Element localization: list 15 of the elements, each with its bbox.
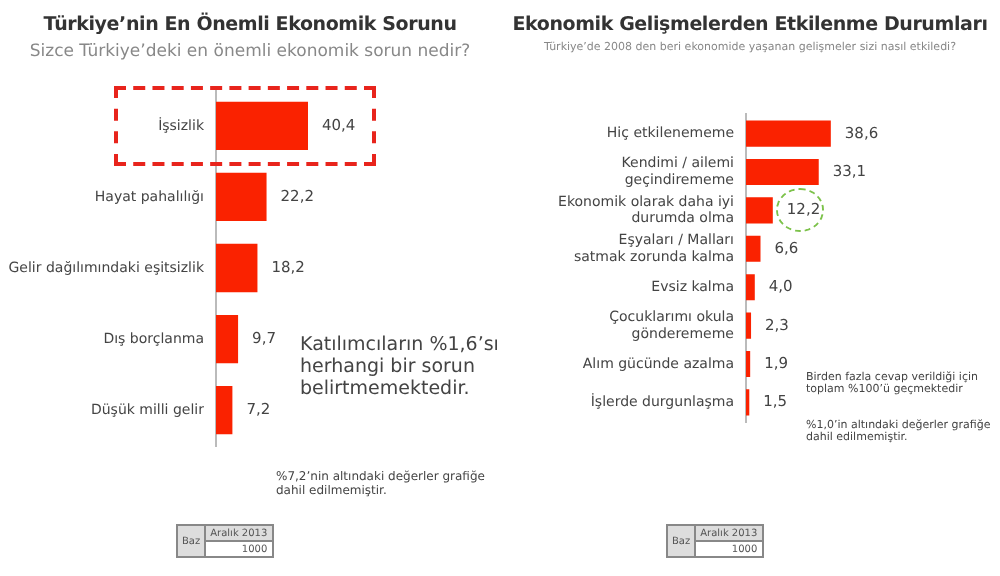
chart-title: Türkiye’nin En Önemli Ekonomik Sorunu <box>41 14 459 36</box>
bar <box>216 172 267 222</box>
annotation: Katılımcıların %1,6’sı herhangi bir sorun belirtmemektedir. <box>300 334 500 402</box>
bar <box>746 120 831 147</box>
bar <box>746 197 773 224</box>
chart-title: Ekonomik Gelişmelerden Etkilenme Durumları <box>510 14 990 36</box>
bar <box>216 385 233 435</box>
bar <box>746 235 761 262</box>
bar <box>746 274 755 301</box>
bar <box>216 314 239 364</box>
bar <box>746 312 752 339</box>
chart-subtitle: Sizce Türkiye’deki en önemli ekonomik sorun nedir? <box>27 42 473 62</box>
bar <box>216 243 258 293</box>
bar <box>216 101 308 151</box>
bar <box>746 158 819 186</box>
